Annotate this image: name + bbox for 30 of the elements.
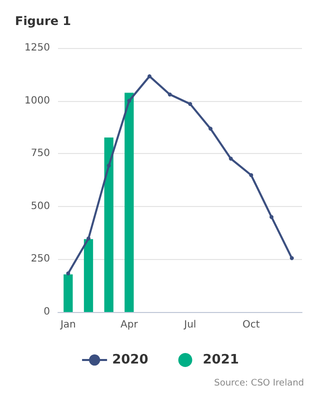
point — [249, 173, 254, 178]
point — [208, 126, 212, 131]
y-tick-label: 0 — [44, 306, 50, 318]
point — [270, 214, 274, 219]
bar — [84, 239, 94, 312]
y-tick-label: 1000 — [24, 95, 50, 106]
legend-label: 2021 — [202, 352, 239, 368]
point — [228, 156, 233, 161]
x-tick-label: Apr — [120, 320, 139, 330]
y-tick-label: 750 — [30, 148, 50, 160]
y-tick-label: 500 — [30, 200, 50, 212]
bar — [104, 138, 114, 312]
legend-label: 2020 — [112, 352, 148, 368]
y-tick-label: 250 — [30, 254, 50, 265]
point — [168, 92, 172, 96]
x-tick-label: Oct — [242, 320, 260, 330]
x-tick-label: Jul — [183, 320, 196, 330]
chart-title: Figure 1 — [15, 14, 72, 28]
x-tick-label: Jan — [59, 320, 76, 330]
point — [106, 164, 111, 168]
y-tick-label: 1250 — [24, 42, 50, 54]
source-note: Source: CSO Ireland — [214, 378, 304, 388]
bar — [124, 92, 134, 312]
bar — [64, 274, 73, 312]
point — [290, 256, 294, 260]
point — [148, 74, 152, 78]
point — [66, 271, 70, 276]
point — [188, 102, 192, 106]
point — [86, 236, 90, 240]
point — [127, 98, 132, 103]
